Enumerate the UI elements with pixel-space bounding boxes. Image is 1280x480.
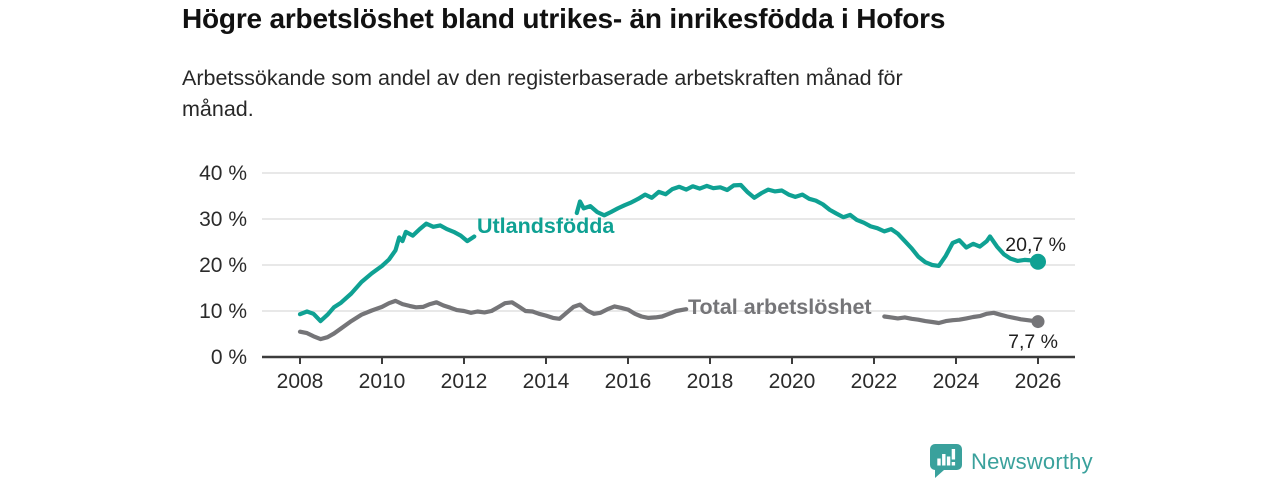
- series-end-value-label-utlandsfodda: 20,7 %: [1005, 234, 1066, 256]
- series-end-value-label-total-arbetsloshet: 7,7 %: [1008, 331, 1058, 353]
- y-axis-label-40: 40 %: [199, 162, 247, 185]
- series-line-total-arbetsloshet-seg2: [882, 310, 1041, 326]
- series-inline-label-total-arbetsloshet: Total arbetslöshet: [688, 295, 872, 319]
- x-axis-label-2018: 2018: [687, 370, 734, 393]
- series-end-dot-utlandsfodda: [1030, 253, 1046, 270]
- series-line-utlandsfodda-seg2: [574, 182, 1041, 268]
- x-axis-label-2008: 2008: [277, 370, 324, 393]
- x-axis-label-2022: 2022: [851, 370, 898, 393]
- x-axis-label-2012: 2012: [441, 370, 488, 393]
- y-axis-label-10: 10 %: [199, 300, 247, 323]
- logo-bar-tall: [942, 454, 946, 466]
- x-axis-label-2020: 2020: [769, 370, 816, 393]
- newsworthy-logo: Newsworthy: [930, 444, 1093, 479]
- newsworthy-logo-icon: [930, 444, 962, 478]
- series-line-utlandsfodda-seg1: [297, 221, 477, 324]
- logo-bar-medium: [946, 456, 951, 466]
- x-axis-label-2026: 2026: [1015, 370, 1062, 393]
- chart-title: Högre arbetslöshet bland utrikes- än inr…: [182, 3, 946, 34]
- logo-bar-short: [937, 458, 941, 466]
- chart-subtitle: Arbetssökande som andel av den registerb…: [182, 63, 903, 125]
- x-axis-label-2014: 2014: [523, 370, 570, 393]
- x-axis-label-2024: 2024: [933, 370, 980, 393]
- logo-exclamation-dot: [951, 462, 956, 466]
- series-inline-label-utlandsfodda: Utlandsfödda: [477, 214, 615, 238]
- newsworthy-logo-text: Newsworthy: [971, 448, 1093, 474]
- logo-exclamation-bar: [951, 449, 956, 460]
- x-axis-label-2016: 2016: [605, 370, 652, 393]
- series-line-total-arbetsloshet-seg1: [297, 298, 689, 342]
- chart-subtitle-line1: Arbetssökande som andel av den registerb…: [182, 66, 903, 90]
- y-axis-label-30: 30 %: [199, 208, 247, 231]
- series-end-dot-total-arbetsloshet: [1031, 315, 1045, 329]
- y-axis-label-0: 0 %: [211, 346, 247, 369]
- x-axis-label-2010: 2010: [359, 370, 406, 393]
- y-axis-label-20: 20 %: [199, 254, 247, 277]
- chart-subtitle-line2: månad.: [182, 97, 254, 121]
